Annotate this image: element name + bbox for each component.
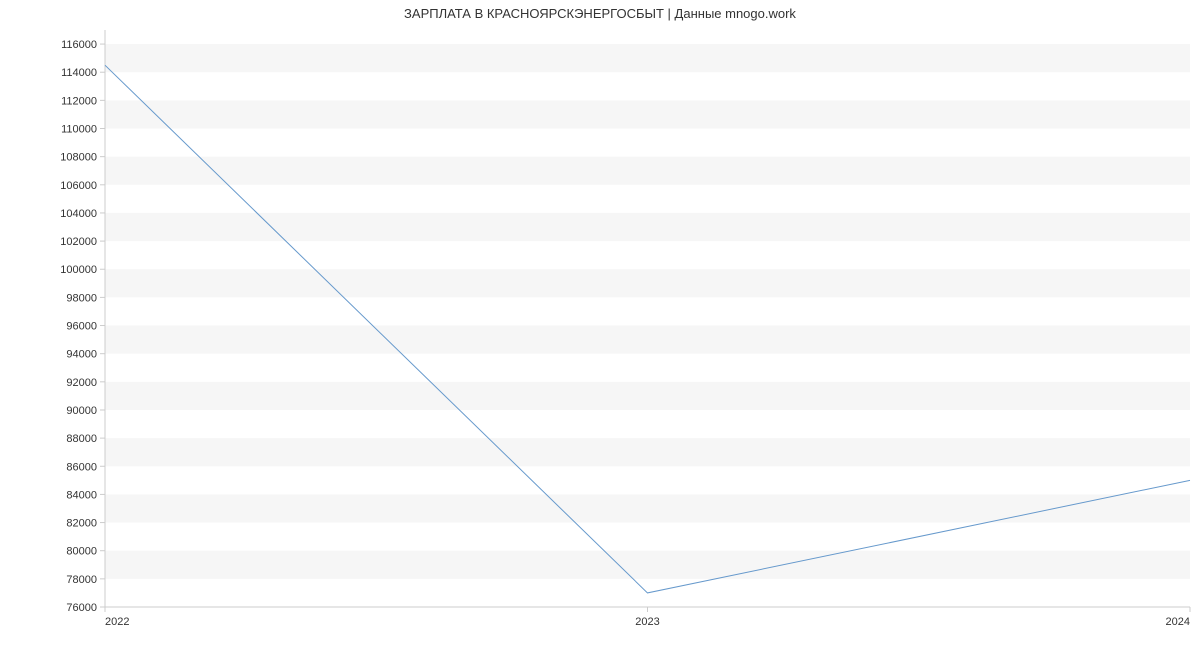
y-tick-label: 112000 [61,95,97,107]
y-tick-label: 94000 [66,349,97,361]
y-tick-label: 100000 [60,264,97,276]
y-tick-label: 76000 [66,602,97,614]
x-tick-label: 2023 [635,616,659,628]
x-tick-label: 2022 [105,616,129,628]
y-tick-label: 82000 [66,518,97,530]
grid-band [105,269,1190,297]
y-tick-label: 98000 [66,292,97,304]
y-tick-label: 80000 [66,546,97,558]
y-tick-label: 86000 [66,461,97,473]
y-tick-label: 92000 [66,377,97,389]
y-tick-label: 102000 [60,236,97,248]
y-tick-label: 88000 [66,433,97,445]
x-tick-label: 2024 [1166,616,1190,628]
y-tick-label: 108000 [60,152,97,164]
grid-band [105,551,1190,579]
y-tick-label: 116000 [61,39,97,51]
y-tick-label: 96000 [66,321,97,333]
y-tick-label: 78000 [66,574,97,586]
grid-band [105,44,1190,72]
grid-band [105,157,1190,185]
grid-band [105,326,1190,354]
chart-title: ЗАРПЛАТА В КРАСНОЯРСКЭНЕРГОСБЫТ | Данные… [0,6,1200,21]
grid-band [105,438,1190,466]
grid-band [105,382,1190,410]
y-tick-label: 114000 [61,67,97,79]
y-tick-label: 110000 [61,124,97,136]
y-tick-label: 90000 [66,405,97,417]
chart-svg: 76000 78000 80000 82000 84000 86000 88000 90000… [0,0,1200,650]
grid-band [105,494,1190,522]
grid-band [105,100,1190,128]
y-tick-label: 106000 [60,180,97,192]
salary-line-chart: ЗАРПЛАТА В КРАСНОЯРСКЭНЕРГОСБЫТ | Данные… [0,0,1200,650]
grid-band [105,213,1190,241]
y-tick-label: 104000 [60,208,97,220]
y-tick-label: 84000 [66,489,97,501]
